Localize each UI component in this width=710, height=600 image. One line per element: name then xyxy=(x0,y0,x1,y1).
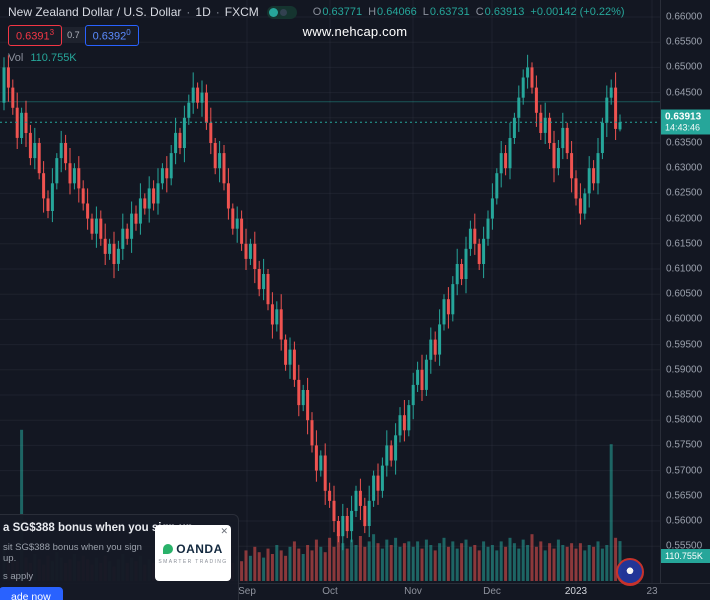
ad-cta-button[interactable]: ade now xyxy=(0,587,63,600)
oanda-ad-card[interactable]: ✕ OANDA SMARTER TRADING xyxy=(155,525,231,581)
price-axis-label: 0.56000 xyxy=(666,515,703,527)
current-price-value: 0.63913 xyxy=(665,111,702,123)
price-axis-label: 0.61000 xyxy=(666,263,703,275)
separator: · xyxy=(186,5,191,19)
open-label: O xyxy=(312,6,322,18)
time-axis-label: 23 xyxy=(646,586,658,597)
quote-row: 0.63913 0.7 0.63920 xyxy=(8,25,625,46)
price-axis-label: 0.63500 xyxy=(666,137,703,149)
time-axis-label: Oct xyxy=(322,586,338,597)
time-axis-label: Dec xyxy=(483,586,501,597)
candlestick-chart[interactable] xyxy=(0,0,660,583)
close-label: C xyxy=(475,6,484,18)
watermark: www.nehcap.com xyxy=(302,24,408,39)
low-label: L xyxy=(422,6,429,18)
exchange-label[interactable]: FXCM xyxy=(224,5,259,19)
high-label: H xyxy=(368,6,377,18)
price-axis-label: 0.66000 xyxy=(666,11,703,23)
sell-price-button[interactable]: 0.63913 xyxy=(8,25,63,46)
time-axis-label: 2023 xyxy=(564,586,588,597)
time-axis-label: Sep xyxy=(238,586,256,597)
toggle-dot-icon xyxy=(268,7,278,17)
oanda-brand-name: OANDA xyxy=(176,541,223,556)
site-logo-badge xyxy=(616,558,644,586)
price-axis-label: 0.58000 xyxy=(666,414,703,426)
price-axis-label: 0.55500 xyxy=(666,540,703,552)
symbol-row: New Zealand Dollar / U.S. Dollar · 1D · … xyxy=(8,5,625,19)
market-status-toggle[interactable] xyxy=(266,5,297,19)
bar-countdown: 14:43:46 xyxy=(665,122,701,133)
ohlc-readout: O 0.63771 H 0.64066 L 0.63731 C 0.63913 … xyxy=(307,6,625,18)
symbol-title[interactable]: New Zealand Dollar / U.S. Dollar xyxy=(8,5,182,19)
price-axis-label: 0.61500 xyxy=(666,238,703,250)
price-axis-label: 0.64500 xyxy=(666,87,703,99)
toggle-dot-icon xyxy=(279,8,287,16)
ad-banner[interactable]: a SG$388 bonus when you sign up. sit SG$… xyxy=(0,514,239,600)
oanda-logo-icon xyxy=(163,543,174,554)
close-value: 0.63913 xyxy=(484,6,525,18)
price-axis-label: 0.65500 xyxy=(666,36,703,48)
spread-value: 0.7 xyxy=(62,27,85,44)
buy-price-button[interactable]: 0.63920 xyxy=(84,25,139,46)
price-axis-label: 0.65000 xyxy=(666,61,703,73)
time-axis-label: Nov xyxy=(404,586,422,597)
price-axis-label: 0.56500 xyxy=(666,490,703,502)
price-axis-label: 0.57000 xyxy=(666,465,703,477)
current-price-tag: 0.63913 14:43:46 xyxy=(661,109,710,135)
ad-terms: s apply xyxy=(3,571,34,582)
ad-subtext: sit SG$388 bonus when you sign up. xyxy=(3,542,142,564)
volume-row: Vol 110.755K xyxy=(8,52,625,64)
open-value: 0.63771 xyxy=(322,6,363,18)
chart-legend: New Zealand Dollar / U.S. Dollar · 1D · … xyxy=(8,5,625,64)
high-value: 0.64066 xyxy=(377,6,417,18)
volume-axis-tag: 110.755K xyxy=(661,549,710,563)
price-axis-label: 0.57500 xyxy=(666,439,703,451)
interval-label[interactable]: 1D xyxy=(195,5,211,19)
price-axis-label: 0.59000 xyxy=(666,364,703,376)
ad-close-button[interactable]: ✕ xyxy=(220,526,228,536)
price-axis-label: 0.58500 xyxy=(666,389,703,401)
price-axis-label: 0.62500 xyxy=(666,187,703,199)
volume-label[interactable]: Vol xyxy=(8,51,24,64)
change-value: +0.00142 (+0.22%) xyxy=(530,6,625,18)
ad-headline: a SG$388 bonus when you sign up. xyxy=(3,522,196,534)
separator: · xyxy=(215,5,220,19)
oanda-tagline: SMARTER TRADING xyxy=(158,558,228,565)
low-value: 0.63731 xyxy=(429,6,470,18)
oanda-logo: OANDA xyxy=(163,542,223,556)
price-axis[interactable]: 0.660000.655000.650000.645000.640000.635… xyxy=(660,0,710,583)
price-axis-label: 0.60500 xyxy=(666,288,703,300)
price-axis-label: 0.60000 xyxy=(666,313,703,325)
price-axis-label: 0.59500 xyxy=(666,339,703,351)
price-axis-label: 0.63000 xyxy=(666,162,703,174)
volume-value: 110.755K xyxy=(30,51,77,64)
price-axis-label: 0.62000 xyxy=(666,213,703,225)
